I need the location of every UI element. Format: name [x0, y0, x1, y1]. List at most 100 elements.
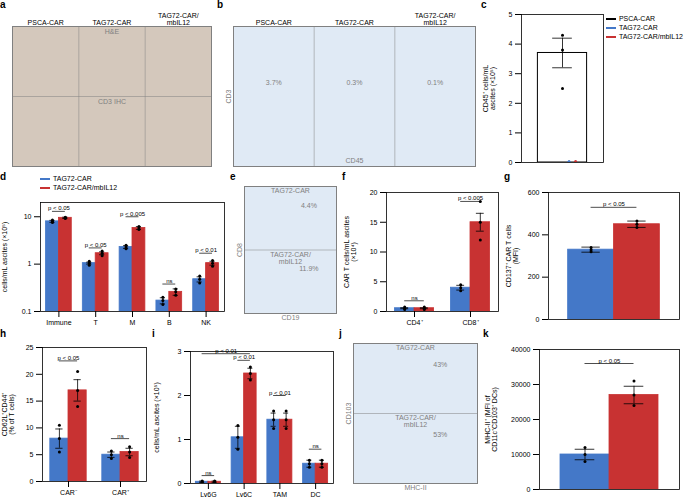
- svg-text:p < 0.05: p < 0.05: [85, 242, 108, 248]
- svg-text:15: 15: [370, 218, 378, 225]
- svg-text:1: 1: [178, 436, 182, 443]
- svg-text:200: 200: [528, 273, 540, 280]
- svg-text:20: 20: [26, 371, 34, 378]
- svg-text:TAG72-CAR: TAG72-CAR: [335, 19, 374, 26]
- html-text:TAG72-CAR: TAG72-CAR: [618, 24, 658, 31]
- svg-text:2: 2: [509, 100, 513, 107]
- svg-text:TAG72-CAR: TAG72-CAR: [93, 19, 132, 26]
- svg-text:p < 0.01: p < 0.01: [233, 354, 256, 360]
- svg-text:CD3 IHC: CD3 IHC: [98, 98, 126, 105]
- svg-text:NK: NK: [201, 319, 211, 326]
- svg-text:CD103: CD103: [345, 403, 352, 425]
- svg-text:15: 15: [26, 397, 34, 404]
- svg-text:11.9%: 11.9%: [299, 265, 318, 272]
- svg-text:0: 0: [30, 478, 34, 485]
- svg-text:M: M: [130, 319, 136, 326]
- svg-text:CAR⁻: CAR⁻: [60, 489, 78, 496]
- svg-text:20: 20: [370, 189, 378, 196]
- svg-text:Ly6C: Ly6C: [236, 491, 252, 497]
- svg-text:1: 1: [28, 260, 32, 267]
- svg-text:T: T: [94, 319, 99, 326]
- svg-text:CD62L⁺CD44⁺(% of T cells): CD62L⁺CD44⁺(% of T cells): [1, 392, 16, 437]
- svg-text:0: 0: [178, 480, 182, 487]
- svg-text:cells/mL ascites (×10⁵): cells/mL ascites (×10⁵): [153, 382, 161, 453]
- svg-text:40000: 40000: [511, 346, 531, 353]
- svg-text:TAG72-CAR/mbIL12: TAG72-CAR/mbIL12: [395, 414, 436, 428]
- svg-text:CAR T cells/mL ascites(×10⁴): CAR T cells/mL ascites(×10⁴): [343, 216, 358, 288]
- svg-text:10: 10: [370, 248, 378, 255]
- svg-text:ns: ns: [166, 278, 172, 284]
- svg-text:CD137⁺ CAR T cells(MFI): CD137⁺ CAR T cells(MFI): [505, 224, 520, 287]
- svg-text:ns: ns: [411, 295, 417, 301]
- svg-text:CD45⁺ cells/mLascites (×10⁵): CD45⁺ cells/mLascites (×10⁵): [482, 65, 497, 113]
- svg-text:Ly6G: Ly6G: [200, 491, 216, 497]
- svg-text:3.7%: 3.7%: [266, 79, 282, 86]
- svg-text:TAG72-CAR: TAG72-CAR: [396, 344, 435, 351]
- svg-text:p < 0.05: p < 0.05: [599, 358, 622, 364]
- svg-text:MHC-II: MHC-II: [404, 484, 426, 491]
- svg-text:CD45: CD45: [346, 157, 364, 164]
- svg-text:10: 10: [26, 424, 34, 431]
- svg-text:TAG72-CAR/mbIL12: TAG72-CAR/mbIL12: [270, 251, 311, 265]
- svg-text:TAG72-CAR/mbIL12: TAG72-CAR/mbIL12: [158, 12, 199, 26]
- svg-text:DC: DC: [311, 491, 321, 497]
- svg-text:MHC-II⁺ (MFI ofCD11c⁺CD103⁺ DC: MHC-II⁺ (MFI ofCD11c⁺CD103⁺ DCs): [484, 387, 499, 452]
- svg-text:5: 5: [30, 451, 34, 458]
- svg-text:p < 0.05: p < 0.05: [58, 355, 81, 361]
- html-text:PSCA-CAR: PSCA-CAR: [618, 15, 656, 22]
- svg-text:30000: 30000: [511, 381, 531, 388]
- svg-text:ns: ns: [205, 470, 211, 476]
- svg-text:20000: 20000: [511, 416, 531, 423]
- svg-text:CAR⁺: CAR⁺: [112, 489, 130, 496]
- svg-text:3: 3: [509, 70, 513, 77]
- svg-text:CD8: CD8: [236, 243, 243, 257]
- svg-text:400: 400: [528, 231, 540, 238]
- svg-text:cells/mL ascites (×10⁵): cells/mL ascites (×10⁵): [1, 222, 9, 293]
- svg-text:TAG72-CAR: TAG72-CAR: [271, 187, 310, 194]
- svg-text:4: 4: [509, 40, 513, 47]
- html-text:TAG72-CAR/mbIL12: TAG72-CAR/mbIL12: [618, 33, 683, 40]
- svg-text:25: 25: [26, 344, 34, 351]
- svg-text:5: 5: [374, 278, 378, 285]
- svg-text:5: 5: [509, 11, 513, 18]
- svg-text:0.1%: 0.1%: [427, 79, 443, 86]
- svg-text:10000: 10000: [511, 451, 531, 458]
- svg-text:p < 0.01: p < 0.01: [215, 348, 238, 354]
- svg-text:ns: ns: [312, 443, 318, 449]
- svg-text:ns: ns: [117, 433, 123, 439]
- svg-text:p < 0.05: p < 0.05: [603, 201, 626, 207]
- html-text:d: d: [0, 171, 7, 182]
- svg-text:p < 0.005: p < 0.005: [458, 195, 484, 201]
- svg-text:PSCA-CAR: PSCA-CAR: [28, 19, 64, 26]
- svg-text:CD19: CD19: [282, 314, 300, 321]
- svg-text:B: B: [167, 319, 172, 326]
- svg-text:Immune: Immune: [46, 319, 71, 326]
- svg-text:CD3: CD3: [225, 89, 232, 103]
- svg-text:p < 0.01: p < 0.01: [195, 247, 218, 253]
- svg-text:p < 0.01: p < 0.01: [269, 390, 292, 396]
- svg-text:10: 10: [24, 213, 32, 220]
- svg-text:0: 0: [509, 159, 513, 166]
- svg-text:0: 0: [374, 308, 378, 315]
- svg-text:TAM: TAM: [273, 491, 287, 497]
- svg-text:p < 0.005: p < 0.005: [120, 211, 146, 217]
- svg-text:600: 600: [528, 189, 540, 196]
- svg-text:4.4%: 4.4%: [301, 202, 317, 209]
- svg-text:2: 2: [178, 392, 182, 399]
- svg-text:p < 0.05: p < 0.05: [48, 205, 71, 211]
- html-text:b: b: [217, 0, 224, 10]
- svg-text:CD8⁺: CD8⁺: [462, 319, 479, 326]
- svg-text:0: 0: [527, 486, 531, 493]
- svg-text:H&E: H&E: [105, 28, 120, 35]
- svg-text:1: 1: [509, 129, 513, 136]
- svg-text:0.1: 0.1: [22, 308, 32, 315]
- svg-text:0.3%: 0.3%: [347, 79, 363, 86]
- svg-text:0: 0: [536, 316, 540, 323]
- html-text:TAG72-CAR: TAG72-CAR: [53, 175, 92, 182]
- svg-text:3: 3: [178, 348, 182, 355]
- svg-text:CD4⁺: CD4⁺: [406, 319, 423, 326]
- svg-text:53%: 53%: [433, 431, 447, 438]
- svg-text:TAG72-CAR/mbIL12: TAG72-CAR/mbIL12: [415, 12, 456, 26]
- svg-text:43%: 43%: [433, 361, 447, 368]
- svg-text:PSCA-CAR: PSCA-CAR: [256, 19, 292, 26]
